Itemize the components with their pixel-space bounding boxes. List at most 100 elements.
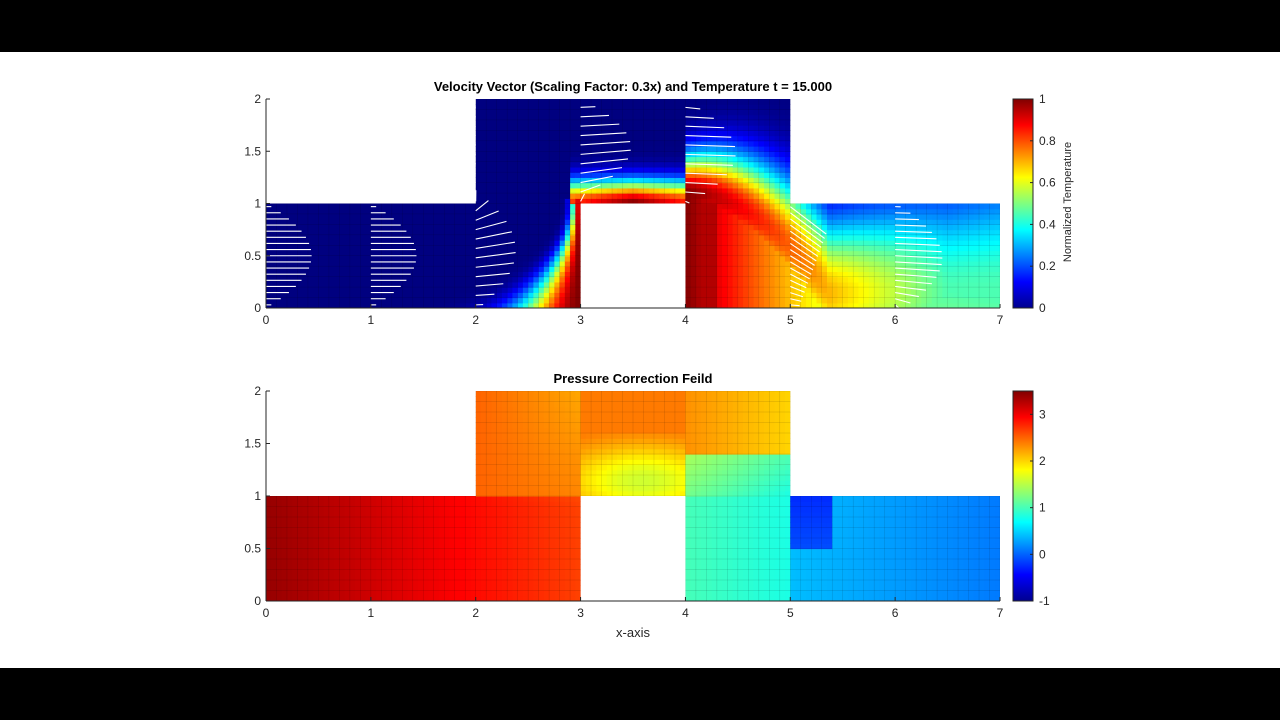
field-cell — [853, 208, 860, 215]
field-cell — [328, 517, 335, 523]
field-cell — [779, 229, 786, 236]
field-cell — [559, 292, 566, 299]
field-cell — [444, 229, 451, 236]
field-cell — [701, 172, 707, 178]
field-cell — [344, 574, 351, 581]
field-cell — [496, 532, 503, 539]
field-cell — [459, 245, 466, 252]
field-cell — [879, 250, 886, 257]
field-cell — [349, 574, 356, 581]
field-cell — [732, 302, 739, 308]
field-cell — [402, 255, 409, 262]
field-cell — [868, 208, 875, 215]
velocity-vector — [789, 249, 815, 266]
field-cell — [271, 255, 278, 262]
field-cell — [554, 240, 561, 246]
field-cell — [711, 224, 718, 231]
field-cell — [779, 219, 786, 226]
field-cell — [423, 574, 430, 581]
field-cell — [507, 391, 514, 397]
field-cell — [512, 454, 519, 460]
field-cell — [994, 287, 1000, 293]
field-cell — [365, 245, 372, 252]
field-cell — [302, 527, 309, 534]
field-cell — [758, 193, 765, 199]
field-cell — [722, 114, 728, 121]
field-cell — [538, 130, 545, 137]
field-cell — [486, 182, 493, 189]
field-cell — [570, 156, 576, 163]
field-cell — [465, 255, 472, 262]
field-cell — [753, 166, 760, 173]
field-cell — [543, 182, 550, 189]
field-cell — [428, 574, 435, 581]
field-cell — [286, 302, 293, 308]
field-cell — [958, 213, 964, 220]
field-cell — [748, 177, 755, 184]
field-cell — [465, 564, 472, 571]
field-cell — [313, 297, 320, 304]
field-cell — [585, 198, 592, 205]
field-cell — [486, 396, 493, 403]
field-cell — [575, 234, 582, 241]
field-cell — [753, 119, 760, 126]
field-cell — [423, 234, 430, 241]
field-cell — [984, 245, 991, 252]
field-cell — [507, 590, 514, 597]
field-cell — [449, 219, 456, 226]
field-cell — [433, 266, 440, 273]
field-cell — [381, 569, 388, 576]
field-cell — [355, 271, 361, 278]
field-cell — [433, 302, 440, 308]
field-cell — [800, 297, 807, 304]
field-cell — [916, 281, 922, 288]
field-cell — [328, 240, 335, 246]
field-cell — [349, 281, 356, 288]
field-cell — [444, 569, 451, 576]
field-cell — [585, 109, 592, 116]
field-cell — [937, 276, 943, 283]
field-cell — [459, 532, 466, 539]
field-cell — [339, 569, 346, 576]
field-cell — [512, 135, 519, 142]
field-cell — [402, 501, 409, 508]
field-cell — [449, 255, 456, 262]
field-cell — [564, 250, 571, 257]
field-cell — [884, 208, 891, 215]
field-cell — [727, 156, 734, 163]
field-cell — [947, 266, 954, 273]
field-cell — [884, 297, 891, 304]
field-cell — [407, 595, 414, 601]
field-cell — [633, 166, 639, 173]
field-cell — [418, 532, 424, 539]
field-cell — [554, 119, 561, 126]
field-cell — [549, 172, 555, 178]
field-cell — [716, 229, 723, 236]
field-cell — [748, 198, 755, 205]
field-cell — [627, 187, 634, 194]
field-cell — [355, 522, 361, 529]
field-cell — [344, 511, 351, 518]
field-cell — [837, 276, 844, 283]
field-cell — [596, 114, 603, 121]
field-cell — [501, 564, 508, 571]
field-cell — [386, 553, 393, 560]
field-cell — [365, 224, 372, 231]
field-cell — [480, 266, 487, 273]
field-cell — [339, 260, 346, 267]
y-tick-label: 0 — [254, 301, 261, 315]
field-cell — [984, 250, 991, 257]
field-cell — [449, 496, 456, 502]
field-cell — [512, 208, 519, 215]
field-cell — [716, 297, 723, 304]
field-cell — [758, 271, 765, 278]
field-cell — [486, 469, 493, 476]
field-cell — [690, 104, 697, 111]
field-cell — [313, 219, 320, 226]
field-cell — [475, 297, 482, 304]
field-cell — [349, 511, 356, 518]
field-cell — [737, 219, 744, 226]
field-cell — [868, 292, 875, 299]
field-cell — [884, 276, 891, 283]
field-cell — [942, 260, 949, 267]
